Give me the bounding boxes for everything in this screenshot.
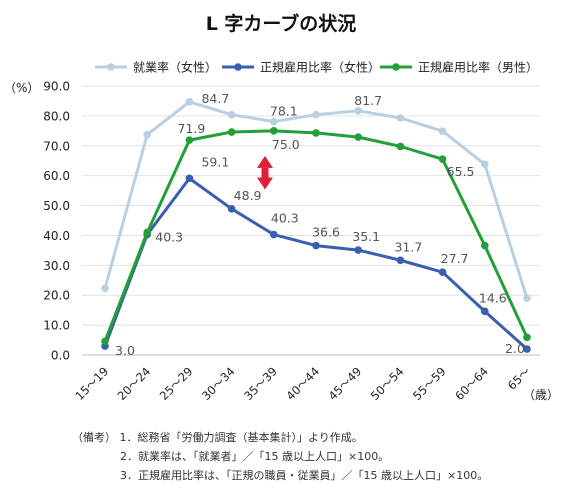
x-tick-label: 20～24: [115, 364, 154, 403]
data-label: 3.0: [115, 343, 135, 358]
legend-swatch-marker: [107, 63, 115, 71]
data-label: 36.6: [312, 225, 340, 240]
y-tick-label: 0.0: [51, 349, 70, 363]
data-point: [227, 205, 236, 213]
data-point: [438, 268, 447, 277]
data-point: [396, 256, 405, 265]
x-tick-label: 15～19: [72, 364, 111, 403]
legend-label: 就業率（女性）: [133, 60, 217, 75]
data-label: 35.1: [352, 229, 380, 244]
data-point: [143, 228, 151, 237]
y-tick-label: 40.0: [43, 229, 70, 243]
note-line-2: 2．就業率は、「就業者」／「15 歳以上人口」×100。: [72, 447, 488, 466]
data-point: [438, 127, 447, 135]
note-1: 1．総務省「労働力調査（基本集計）」より作成。: [119, 431, 363, 444]
legend: 就業率（女性） 正規雇用比率（女性） 正規雇用比率（男性）: [95, 60, 538, 75]
data-point: [312, 110, 320, 119]
gap-arrow-shaft: [261, 167, 269, 178]
data-point: [312, 129, 320, 137]
legend-label: 正規雇用比率（男性）: [418, 60, 538, 75]
x-tick-label: 40～44: [283, 364, 322, 403]
data-point: [185, 174, 194, 183]
grid-lines: [82, 85, 540, 356]
data-label: 59.1: [201, 154, 229, 169]
data-point: [101, 284, 109, 293]
data-label: 71.9: [177, 121, 205, 136]
y-tick-label: 20.0: [43, 289, 70, 303]
gap-arrow-head-down: [257, 177, 273, 190]
data-label: 84.7: [201, 91, 229, 106]
data-point: [438, 155, 447, 164]
chart-title: L 字カーブの状況: [206, 12, 357, 35]
note-3: 3．正規雇用比率は、「正規の職員・従業員」／「15 歳以上人口」×100。: [120, 469, 489, 482]
notes-prefix: （備考）: [72, 431, 116, 444]
data-point: [396, 114, 405, 122]
note-2: 2．就業率は、「就業者」／「15 歳以上人口」×100。: [120, 450, 390, 463]
data-point: [481, 241, 489, 250]
data-point: [481, 160, 489, 169]
legend-swatch-marker: [392, 63, 400, 71]
y-tick-label: 50.0: [43, 199, 70, 213]
data-label: 40.3: [271, 211, 299, 226]
data-point: [523, 333, 531, 342]
data-point: [227, 128, 236, 136]
data-label: 48.9: [234, 188, 262, 203]
x-tick-label: 30～34: [199, 364, 238, 403]
data-point: [481, 307, 489, 316]
data-labels: 84.7 78.1 81.7 3.0 40.3 59.1 48.9 40.3 36.6 35.1 3…: [115, 91, 525, 358]
data-point: [354, 107, 363, 115]
data-point: [396, 142, 405, 151]
data-point: [354, 246, 363, 254]
data-label: 2.0: [505, 341, 525, 356]
gap-arrow: [257, 155, 273, 190]
note-line-3: 3．正規雇用比率は、「正規の職員・従業員」／「15 歳以上人口」×100。: [72, 466, 488, 485]
gap-arrow-head-up: [257, 155, 273, 168]
data-label: 40.3: [155, 230, 183, 245]
x-tick-label: 55～59: [410, 364, 449, 403]
legend-swatch-marker: [234, 63, 242, 71]
series-group: [101, 98, 531, 353]
y-tick-label: 10.0: [43, 319, 70, 333]
data-point: [185, 136, 194, 144]
note-line-1: （備考） 1．総務省「労働力調査（基本集計）」より作成。: [72, 428, 488, 447]
x-tick-label: 50～54: [368, 364, 407, 403]
data-label: 65.5: [447, 164, 475, 179]
x-ticks: 15～19 20～24 25～29 30～34 35～39 40～44 45～49 50～54…: [72, 364, 533, 403]
y-tick-label: 80.0: [43, 109, 70, 123]
data-point: [523, 294, 531, 303]
data-point: [270, 127, 278, 135]
data-label: 78.1: [270, 104, 298, 119]
y-tick-label: 30.0: [43, 259, 70, 273]
data-point: [101, 337, 109, 346]
y-tick-label: 90.0: [43, 80, 70, 94]
x-tick-label: 35～39: [241, 364, 280, 403]
x-tick-label: 45～49: [326, 364, 365, 403]
y-tick-label: 60.0: [43, 169, 70, 183]
legend-label: 正規雇用比率（女性）: [260, 60, 380, 75]
data-point: [270, 117, 278, 126]
data-point: [312, 241, 320, 250]
data-point: [270, 230, 278, 239]
y-tick-label: 70.0: [43, 139, 70, 153]
data-label: 75.0: [272, 137, 300, 152]
data-label: 14.6: [479, 290, 507, 305]
y-axis-label: （%）: [4, 81, 39, 95]
data-label: 31.7: [394, 239, 422, 254]
notes: （備考） 1．総務省「労働力調査（基本集計）」より作成。 2．就業率は、「就業者…: [72, 428, 488, 485]
data-point: [143, 130, 151, 139]
x-tick-label: 60～64: [452, 364, 491, 403]
data-point: [185, 98, 194, 106]
y-ticks: 0.0 10.0 20.0 30.0 40.0 50.0 60.0 70.0 80.0 90.0: [43, 80, 70, 363]
data-label: 81.7: [354, 93, 382, 108]
chart-svg: L 字カーブの状況 就業率（女性） 正規雇用比率（女性） 正規雇用比率（男性） （%…: [4, 12, 559, 403]
data-point: [354, 133, 363, 141]
x-tick-label: 25～29: [157, 364, 196, 403]
data-point: [227, 110, 236, 119]
data-label: 27.7: [441, 251, 469, 266]
data-point: [523, 345, 531, 353]
x-axis-unit: （歳）: [523, 388, 559, 402]
